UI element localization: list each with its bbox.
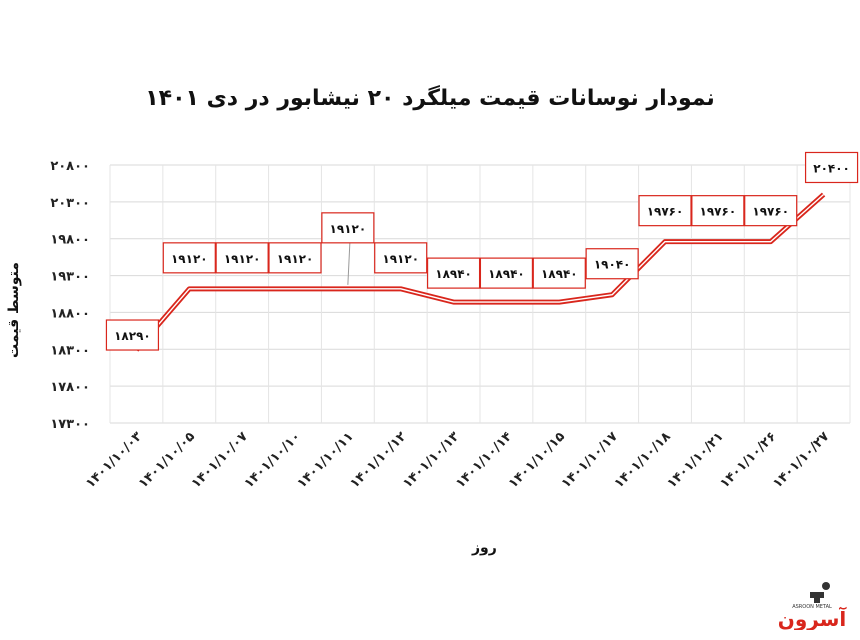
data-label: ۱۸۹۴۰ <box>435 267 472 281</box>
data-label: ۱۹۷۶۰ <box>700 205 737 219</box>
data-label-box <box>374 242 428 274</box>
data-label: ۱۸۹۴۰ <box>488 267 525 281</box>
data-label: ۱۹۱۲۰ <box>330 222 367 236</box>
data-label: ۱۹۷۶۰ <box>752 205 789 219</box>
chart-title: نمودار نوسانات قیمت میلگرد ۲۰ نیشابور در… <box>145 86 715 111</box>
data-label-box <box>585 248 639 280</box>
data-label-box <box>215 242 269 274</box>
data-label: ۲۰۴۰۰ <box>813 161 850 175</box>
y-tick-label: ۱۷۸۰۰ <box>50 380 90 395</box>
data-label: ۱۹۱۲۰ <box>277 252 314 266</box>
x-axis-label: روز <box>472 540 497 556</box>
data-label-box <box>268 242 322 274</box>
data-label-box <box>162 242 216 274</box>
y-tick-label: ۱۸۸۰۰ <box>50 306 90 321</box>
data-label-box <box>532 257 586 289</box>
x-tick-label: ۱۴۰۱/۱۰/۲۷ <box>770 429 832 491</box>
y-tick-label: ۱۷۳۰۰ <box>50 417 90 432</box>
logo-text: آسرون <box>778 606 848 630</box>
series-line-inner <box>135 193 825 351</box>
data-label: ۱۹۱۲۰ <box>224 252 261 266</box>
y-tick-label: ۲۰۸۰۰ <box>50 159 90 174</box>
data-label-leader <box>347 242 351 285</box>
data-label-box <box>426 257 481 289</box>
data-label-box <box>691 195 745 227</box>
y-tick-label: ۱۹۳۰۰ <box>50 270 90 285</box>
y-tick-label: ۱۹۸۰۰ <box>50 233 90 248</box>
data-label: ۱۸۹۴۰ <box>541 267 578 281</box>
data-label-box <box>804 151 859 184</box>
data-label-box <box>105 319 160 351</box>
y-tick-label: ۲۰۳۰۰ <box>50 196 90 211</box>
data-label: ۱۹۰۴۰ <box>594 258 631 272</box>
data-label-box <box>321 212 375 244</box>
anvil-icon <box>810 582 830 603</box>
data-label: ۱۸۲۹۰ <box>114 329 151 343</box>
data-label-box <box>744 195 798 227</box>
data-label-box <box>638 195 692 227</box>
data-label: ۱۹۱۲۰ <box>171 252 208 266</box>
data-label-box <box>479 257 534 289</box>
logo-subtext: ASROON METAL <box>792 604 832 610</box>
data-label: ۱۹۱۲۰ <box>382 252 419 266</box>
y-tick-label: ۱۸۳۰۰ <box>50 343 90 358</box>
asroon-logo: ASROON METAL آسرون <box>778 582 848 630</box>
data-label: ۱۹۷۶۰ <box>647 205 684 219</box>
